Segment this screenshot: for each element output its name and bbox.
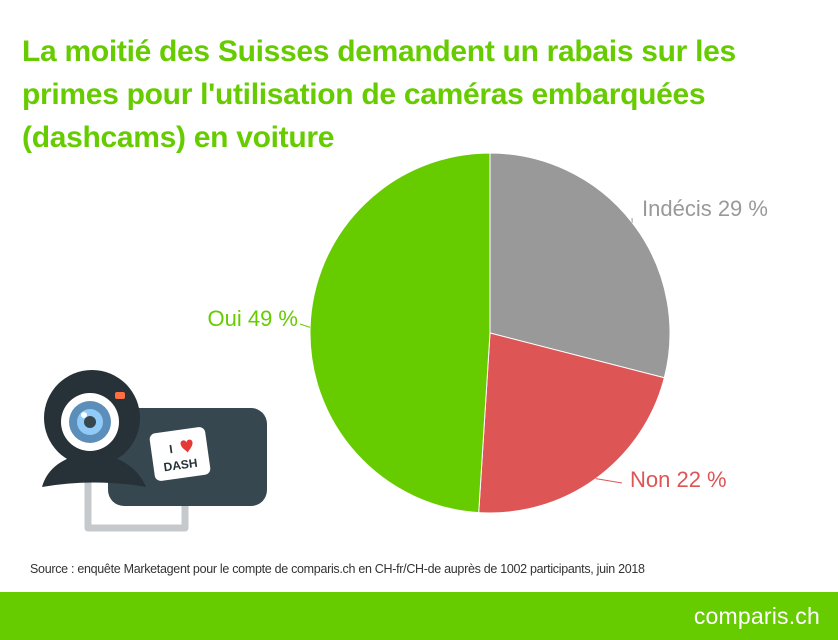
source-note: Source : enquête Marketagent pour le com… (30, 562, 645, 576)
slice-label-indcis: Indécis 29 % (642, 196, 768, 221)
pie-slice-non (478, 332, 665, 514)
sticker-text-i: I (168, 442, 173, 456)
dash-sticker: I DASH (149, 427, 211, 481)
webcam-led-icon (115, 392, 125, 399)
sticker-text-dash: DASH (163, 456, 199, 475)
brand-logo: comparis.ch (693, 603, 820, 629)
chart-title: La moitié des Suisses demandent un rabai… (22, 35, 736, 154)
slice-label-non: Non 22 % (630, 467, 727, 492)
footer-bar: comparis.ch (0, 592, 838, 640)
slice-label-oui: Oui 49 % (208, 306, 299, 331)
leader-line-oui (299, 323, 311, 328)
leader-line-non (595, 478, 623, 484)
webcam-stand (42, 452, 146, 487)
heart-icon (180, 439, 193, 453)
